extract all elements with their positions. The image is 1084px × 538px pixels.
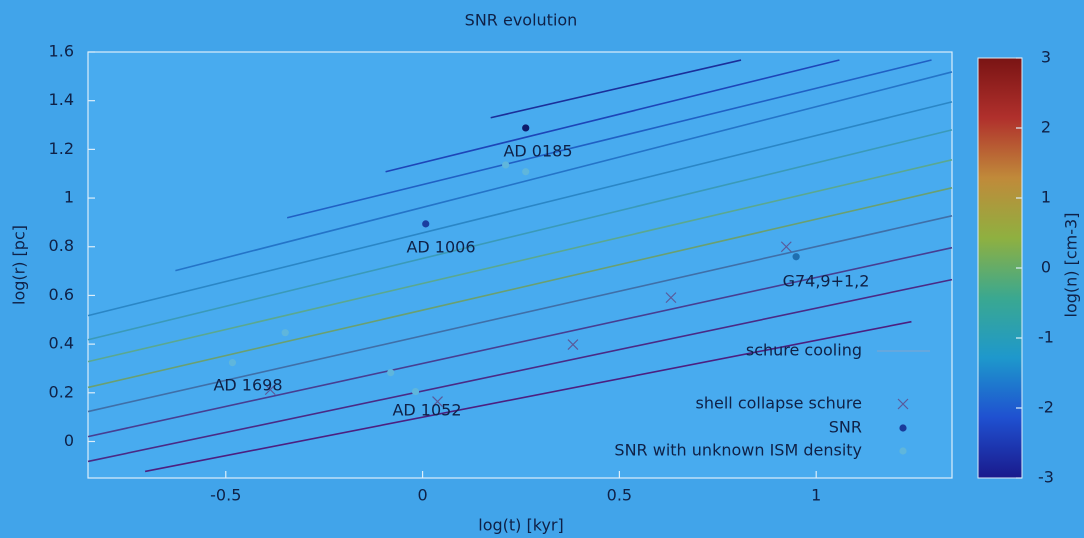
y-axis-label: log(r) [pc] [10,225,29,305]
snr-point [281,329,289,337]
snr-point [228,359,237,367]
cooling-line [286,59,932,219]
snr-point [411,387,420,396]
y-tick-label: 0 [64,431,74,450]
cooling-line [87,159,953,363]
y-tick-label: 1.2 [49,139,74,158]
colorbar-label: log(n) [cm-3] [1062,213,1081,318]
legend-label: shell collapse schure [696,394,862,413]
snr-point [422,220,430,228]
colorbar-tick-label: -3 [1038,468,1054,487]
collapse-marker [780,241,792,253]
collapse-marker [567,339,579,351]
y-tick-label: 0.6 [49,285,74,304]
x-tick-label: -0.5 [210,486,241,505]
snr-point [387,368,395,377]
collapse-marker [264,384,276,396]
legend-swatch [897,398,909,410]
cooling-line [175,71,953,272]
snr-point [502,161,510,169]
y-tick-label: 0.4 [49,334,74,353]
cooling-line [87,101,953,317]
legend-swatch [899,424,907,432]
snr-point [792,253,800,261]
snr-point [522,124,530,132]
collapse-marker [432,396,443,407]
y-tick-label: 1.6 [49,42,74,61]
colorbar-tick-label: -2 [1038,398,1054,417]
cooling-line [87,129,953,341]
colorbar-tick-label: 2 [1041,118,1051,137]
x-tick-label: 0 [417,486,427,505]
annotation: AD 0185 [503,142,572,161]
annotation: G74,9+1,2 [783,272,870,291]
y-tick-label: 1 [64,188,74,207]
y-tick-label: 1.4 [49,90,74,109]
cooling-line [87,187,953,389]
colorbar [977,57,1023,479]
colorbar-tick-label: -1 [1038,328,1054,347]
cooling-line [87,246,953,438]
collapse-marker [665,292,677,304]
x-axis-label: log(t) [kyr] [478,516,563,535]
annotation: AD 1006 [406,238,475,257]
cooling-line [87,278,953,463]
cooling-line [87,215,953,413]
colorbar-tick-label: 0 [1041,258,1051,277]
snr-point [522,168,530,176]
colorbar-tick-label: 1 [1041,188,1051,207]
annotation: AD 1698 [213,376,282,395]
colorbar-tick-label: 3 [1041,48,1051,67]
annotation: AD 1052 [392,401,461,420]
legend-label: SNR [829,418,862,437]
cooling-line [144,320,912,473]
plot-area [87,51,953,479]
cooling-line [385,59,840,173]
y-tick-label: 0.2 [49,382,74,401]
legend-swatch [899,447,907,455]
cooling-line [490,59,742,119]
x-tick-label: 0.5 [607,486,632,505]
legend-label: schure cooling [746,341,862,360]
chart-title: SNR evolution [465,11,578,30]
y-tick-label: 0.8 [49,236,74,255]
legend-label: SNR with unknown ISM density [614,441,862,460]
x-tick-label: 1 [811,486,821,505]
